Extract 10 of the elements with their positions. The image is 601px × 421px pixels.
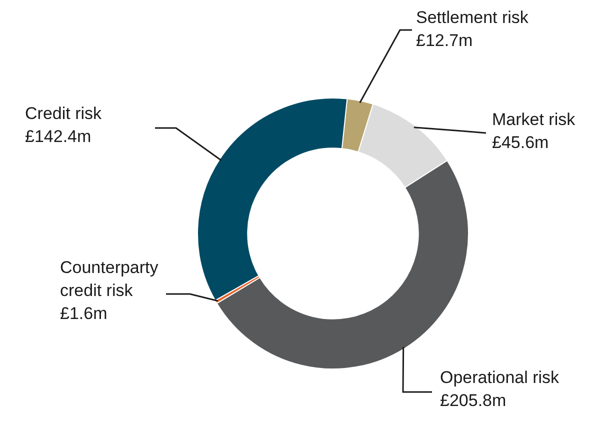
slice-label: Counterparty credit risk	[60, 258, 159, 300]
data-label: £1.6m	[60, 304, 108, 324]
data-label: £205.8m	[440, 391, 506, 410]
slice-label: Market risk	[492, 110, 576, 130]
slice-label: Operational risk	[440, 368, 560, 388]
data-label: £45.6m	[492, 133, 549, 152]
slice-label: Settlement risk	[416, 8, 529, 28]
slice-label: Credit risk	[25, 104, 102, 124]
data-label: £12.7m	[416, 31, 473, 50]
data-label: £142.4m	[25, 127, 92, 146]
